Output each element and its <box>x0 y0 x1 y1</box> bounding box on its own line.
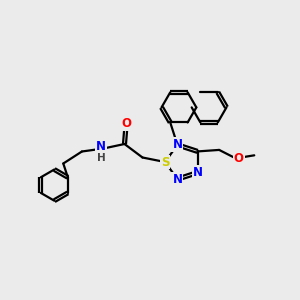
Text: N: N <box>172 172 182 186</box>
Text: S: S <box>161 155 169 169</box>
Text: N: N <box>172 138 182 152</box>
Text: H: H <box>97 153 106 163</box>
Text: N: N <box>193 166 202 179</box>
Text: O: O <box>234 152 244 165</box>
Text: O: O <box>121 117 131 130</box>
Text: N: N <box>96 140 106 154</box>
